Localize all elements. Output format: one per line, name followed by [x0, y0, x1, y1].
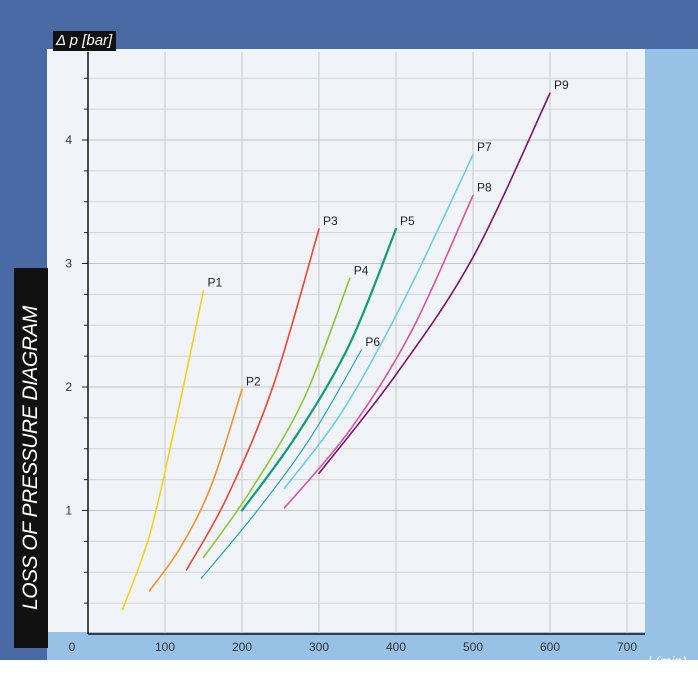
plot-background	[47, 49, 645, 632]
series-label-p3: P3	[323, 214, 338, 228]
chart-title: LOSS OF PRESSURE DIAGRAM	[19, 306, 42, 610]
series-label-p5: P5	[400, 214, 415, 228]
series-label-p7: P7	[477, 140, 492, 154]
x-tick-label: 200	[232, 640, 252, 654]
series-label-p1: P1	[208, 276, 223, 290]
right-band	[645, 49, 698, 660]
header-band	[0, 0, 698, 49]
x-tick-label: 400	[386, 640, 406, 654]
x-axis-label: l (min)	[648, 653, 687, 669]
series-line-p4	[202, 277, 351, 559]
y-tick-label: 4	[65, 133, 72, 147]
curves	[121, 92, 551, 611]
y-tick-label: 3	[65, 257, 72, 271]
series-line-p3	[185, 228, 320, 571]
series-label-p4: P4	[354, 263, 369, 277]
curve-labels: P1 P2 P3 P4 P5 P6 P7 P8 P9	[208, 78, 570, 388]
series-label-p2: P2	[246, 374, 261, 388]
axes	[82, 52, 645, 635]
x-tick-label: 300	[309, 640, 329, 654]
y-axis-label: Δ p [bar]	[53, 31, 117, 51]
series-line-p7	[283, 154, 474, 490]
series-line-p5	[240, 227, 398, 512]
y-tick-label: 1	[65, 504, 72, 518]
x-tick-label: 500	[463, 640, 483, 654]
series-line-p9	[318, 92, 551, 475]
tick-labels: 0 100 200 300 400 500 600 700 1 2 3 4	[65, 133, 637, 654]
bottom-band	[47, 632, 698, 660]
series-label-p8: P8	[477, 181, 492, 195]
series-line-p1	[121, 289, 205, 611]
series-line-p6	[200, 349, 362, 579]
y-tick-label: 2	[65, 380, 72, 394]
x-tick-label: 100	[155, 640, 175, 654]
x-tick-label: 0	[69, 640, 76, 654]
x-tick-label: 600	[540, 640, 560, 654]
chart-title-box: LOSS OF PRESSURE DIAGRAM	[14, 268, 48, 648]
series-label-p6: P6	[365, 335, 380, 349]
x-tick-label: 700	[617, 640, 637, 654]
series-line-p8	[283, 194, 474, 509]
grid	[88, 52, 645, 634]
series-line-p2	[148, 388, 243, 592]
series-label-p9: P9	[554, 78, 569, 92]
